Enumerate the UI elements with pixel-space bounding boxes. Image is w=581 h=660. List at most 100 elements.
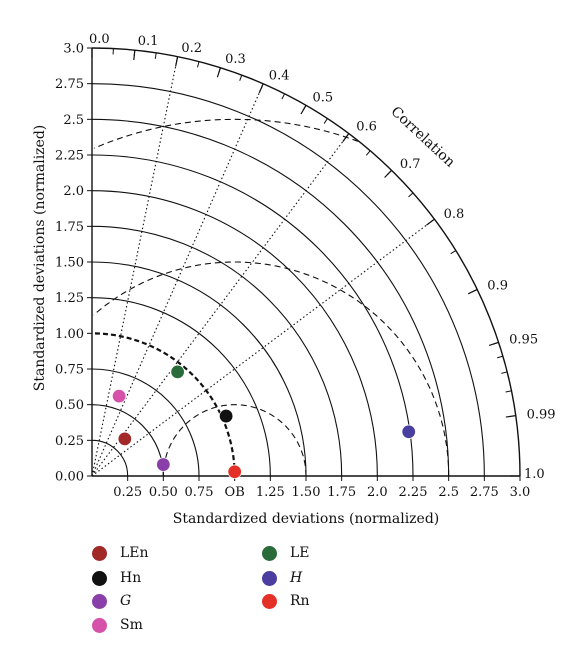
legend-marker (262, 545, 277, 561)
correlation-tick-label: 0.4 (269, 68, 290, 83)
x-tick-label: 2.75 (470, 485, 499, 500)
std-arc (91, 83, 485, 477)
point-sm (111, 388, 127, 404)
correlation-title: Correlation (388, 104, 458, 171)
y-tick-label: 3.0 (63, 42, 84, 57)
correlation-tick (365, 150, 371, 156)
legend-label: Rn (290, 593, 310, 609)
correlation-major-tick (300, 105, 307, 115)
point-g (156, 457, 171, 472)
legend-label: LE (290, 545, 310, 561)
std-arc (91, 225, 343, 477)
point-rn (227, 464, 242, 479)
correlation-major-tick (384, 169, 393, 178)
x-tick-label: 0.75 (185, 485, 214, 500)
x-axis-title: Standardized deviations (normalized) (173, 511, 440, 527)
x-tick-label: 3.0 (510, 485, 531, 500)
correlation-line (91, 133, 350, 477)
points-layer (111, 364, 416, 479)
correlation-tick-label: 0.6 (356, 119, 377, 134)
legend-marker (262, 593, 277, 609)
y-tick-label: 1.25 (55, 291, 84, 306)
correlation-tick (154, 52, 157, 59)
legend-label: LEn (120, 545, 149, 561)
rmsd-arc (93, 118, 359, 149)
correlation-line (91, 83, 264, 477)
point-le (170, 364, 185, 380)
correlation-tick (408, 192, 414, 198)
correlation-line (91, 218, 435, 477)
correlation-tick-label: 0.3 (225, 52, 246, 67)
legend-label: Hn (120, 570, 142, 586)
correlation-tick-label: 0.95 (509, 333, 538, 348)
correlation-major-tick (488, 341, 499, 347)
y-tick-label: 2.75 (55, 77, 84, 92)
x-tick-label: OB (225, 485, 245, 500)
legend-marker (92, 570, 107, 586)
correlation-major-tick (505, 415, 516, 418)
correlation-major-tick (426, 218, 435, 226)
legend: LEn Hn G Sm LE H Rn (92, 545, 352, 645)
legend-label: H (290, 570, 303, 586)
correlation-major-tick (133, 50, 136, 61)
x-tick-label: 1.50 (292, 485, 321, 500)
x-tick-label: 1.75 (327, 485, 356, 500)
std-arc (91, 190, 378, 477)
correlation-tick (281, 93, 286, 100)
taylor-diagram: 0.00 0.25 0.50 0.75 1.00 1.25 1.50 1.75 2.0 2.25 2… (32, 32, 556, 527)
y-tick-label: 2.5 (63, 113, 84, 128)
correlation-tick-label: 1.0 (524, 467, 545, 482)
correlation-line (91, 56, 179, 477)
legend-label: G (120, 593, 132, 609)
legend-item-hn: Hn (92, 570, 141, 586)
x-tick-label: 2.0 (367, 485, 388, 500)
std-arc (91, 439, 129, 477)
correlation-major-tick (258, 83, 264, 94)
correlation-tick-label: 0.0 (89, 32, 110, 47)
correlation-tick-label: 0.9 (487, 279, 508, 294)
correlation-tick (323, 118, 328, 124)
legend-label: Sm (120, 617, 143, 633)
legend-item-sm: Sm (92, 617, 143, 633)
legend-marker (262, 570, 277, 586)
y-tick-label: 0.00 (55, 470, 84, 485)
x-tick-label: 2.5 (438, 485, 459, 500)
point-len (117, 431, 133, 447)
correlation-major-tick (467, 288, 478, 295)
x-tick-label: 2.25 (399, 485, 428, 500)
y-axis-title: Standardized deviations (normalized) (32, 125, 48, 392)
y-tick-label: 0.75 (55, 363, 84, 378)
y-tick-label: 1.00 (55, 327, 84, 342)
legend-marker (92, 545, 107, 561)
correlation-tick-label: 0.99 (527, 407, 556, 422)
point-h (401, 424, 416, 439)
axes-layer (87, 47, 521, 481)
legend-item-le: LE (262, 545, 310, 561)
x-tick-label: 1.25 (256, 485, 285, 500)
rmsd-arc (93, 261, 450, 477)
correlation-major-tick (342, 133, 350, 142)
point-hn (218, 408, 234, 424)
correlation-tick (496, 355, 504, 359)
y-tick-label: 0.50 (55, 398, 84, 413)
y-tick-label: 1.75 (55, 220, 84, 235)
y-tick-label: 1.50 (55, 256, 84, 271)
correlation-tick-label: 0.2 (181, 41, 202, 56)
correlation-tick (450, 250, 457, 255)
y-tick-label: 2.0 (63, 184, 84, 199)
labels-layer: 0.00 0.25 0.50 0.75 1.00 1.25 1.50 1.75 2.0 2.25 2… (55, 32, 556, 500)
std-arc (91, 154, 414, 477)
legend-marker (92, 617, 107, 633)
std-arc (91, 297, 271, 477)
std-arc (91, 368, 200, 477)
correlation-tick-label: 0.1 (138, 34, 159, 49)
rmsd-arc (162, 404, 307, 476)
correlation-tick (501, 371, 508, 374)
std-arc (91, 47, 521, 477)
correlation-tick (239, 74, 243, 81)
observed-std-arc (91, 332, 236, 477)
correlation-major-tick (175, 56, 179, 67)
correlation-tick (197, 61, 200, 68)
legend-item-h: H (262, 570, 302, 586)
x-tick-label: 0.25 (113, 485, 142, 500)
